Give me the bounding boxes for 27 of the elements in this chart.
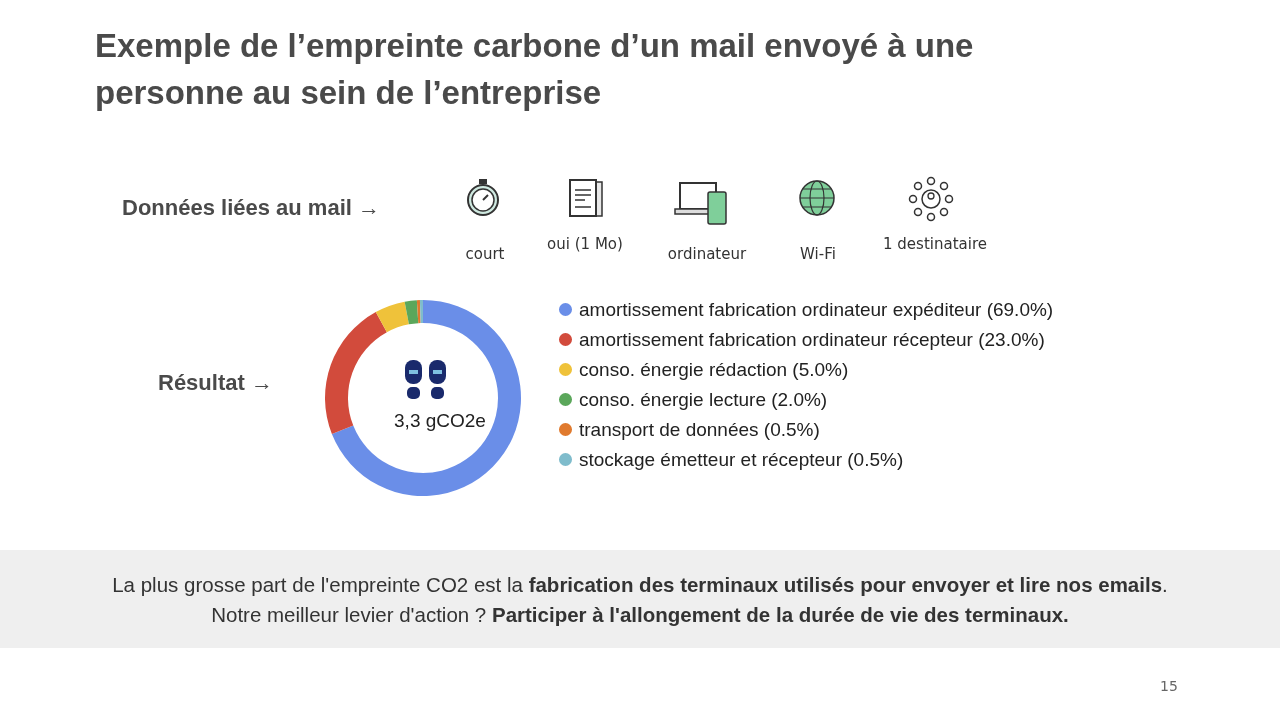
donut-slice: [404, 300, 419, 325]
donut-slice: [331, 300, 521, 496]
text: Données liées au mail →: [122, 195, 380, 221]
legend-label: stockage émetteur et récepteur (0.5%): [579, 448, 904, 470]
text: fabrication des terminaux utilisés pour envoyer et lire nos emails: [528, 573, 1163, 596]
chart-title: Exemple de l’empreinte carbone d’un mail envoyé à une personne au sein de l’entreprise: [95, 26, 975, 113]
text: Wi-Fi: [799, 244, 837, 265]
text: Participer à l'allongement de la durée de vie des terminaux.: [491, 603, 1069, 626]
text: 1 destinataire: [882, 234, 988, 255]
text: 3,3 gCO2e: [393, 410, 487, 432]
text: La plus grosse part de l'empreinte CO2 est la: [112, 573, 524, 596]
text: Résultat →: [158, 370, 273, 396]
donut-slice: [416, 300, 421, 324]
donut-slice: [419, 300, 423, 324]
text: court: [464, 244, 506, 265]
legend-label: transport de données (0.5%): [579, 418, 820, 440]
text: oui (1 Mo): [546, 234, 624, 255]
legend-label: amortissement fabrication ordinateur récepteur (23.0%): [579, 328, 1045, 350]
text: .: [1162, 573, 1168, 596]
donut-slice: [375, 301, 409, 333]
legend-label: conso. énergie lecture (2.0%): [579, 388, 828, 410]
text: ordinateur: [666, 244, 748, 265]
text: Notre meilleur levier d'action ?: [211, 603, 488, 626]
text: 15: [1160, 678, 1178, 694]
donut-slice: [325, 312, 387, 435]
legend-label: conso. énergie rédaction (5.0%): [579, 358, 849, 380]
legend-label: amortissement fabrication ordinateur expéditeur (69.0%): [579, 298, 1054, 320]
